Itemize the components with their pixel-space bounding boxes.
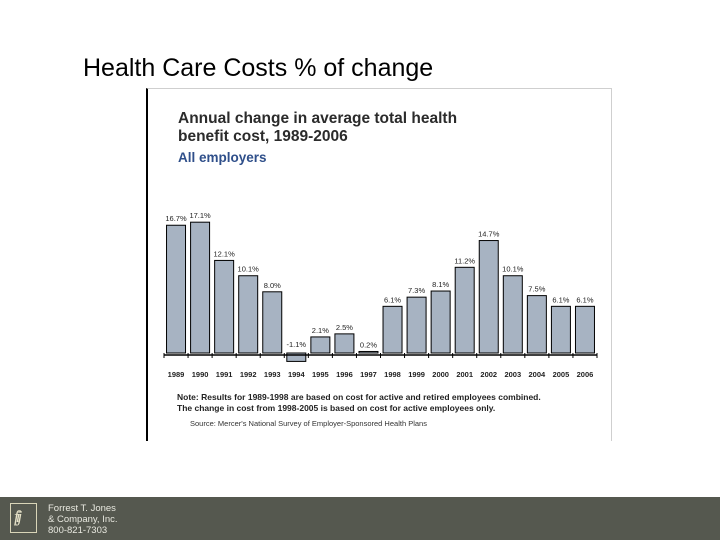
- data-label-1997: 0.2%: [360, 340, 377, 349]
- x-tick-1990: 1990: [192, 370, 209, 379]
- x-tick-2004: 2004: [529, 370, 547, 379]
- x-tick-2006: 2006: [577, 370, 594, 379]
- data-label-2006: 6.1%: [576, 295, 593, 304]
- chart-note: Note: Results for 1989-1998 are based on…: [177, 392, 541, 413]
- x-tick-2005: 2005: [553, 370, 570, 379]
- note-line-2: The change in cost from 1998-2005 is bas…: [177, 402, 496, 413]
- x-tick-1997: 1997: [360, 370, 377, 379]
- footer-bar: [0, 497, 720, 540]
- data-label-1995: 2.1%: [312, 326, 329, 335]
- x-tick-2003: 2003: [504, 370, 521, 379]
- data-label-1999: 7.3%: [408, 286, 425, 295]
- bar-2004: [526, 295, 547, 354]
- data-label-2003: 10.1%: [502, 265, 524, 274]
- slide-title: Health Care Costs % of change: [83, 54, 434, 82]
- x-tick-1994: 1994: [288, 370, 306, 379]
- bar-1999: [406, 296, 427, 354]
- x-tick-1992: 1992: [240, 370, 257, 379]
- data-label-1992: 10.1%: [238, 265, 260, 274]
- data-label-1991: 12.1%: [213, 249, 235, 258]
- data-label-1998: 6.1%: [384, 295, 401, 304]
- logo-monogram: fij: [14, 507, 22, 526]
- company-logo: fij: [10, 503, 37, 533]
- x-tick-2002: 2002: [480, 370, 497, 379]
- data-label-1989: 16.7%: [165, 214, 187, 223]
- chart-title: Annual change in average total health be…: [178, 110, 457, 146]
- data-label-1996: 2.5%: [336, 323, 353, 332]
- x-tick-2000: 2000: [432, 370, 449, 379]
- bar-1992: [238, 275, 259, 354]
- x-tick-1998: 1998: [384, 370, 401, 379]
- data-label-2002: 14.7%: [478, 230, 500, 239]
- x-tick-1995: 1995: [312, 370, 329, 379]
- note-line-1: Note: Results for 1989-1998 are based on…: [177, 392, 541, 402]
- bar-2001: [454, 266, 475, 354]
- bar-1991: [214, 259, 235, 354]
- bar-1994: [286, 352, 307, 362]
- bar-1990: [190, 221, 211, 354]
- chart-title-line-2: benefit cost, 1989-2006: [178, 128, 348, 145]
- x-tick-1989: 1989: [168, 370, 185, 379]
- data-label-2001: 11.2%: [454, 256, 475, 265]
- x-tick-1993: 1993: [264, 370, 281, 379]
- data-label-1993: 8.0%: [264, 281, 281, 290]
- data-label-2000: 8.1%: [432, 280, 449, 289]
- company-name-line-1: Forrest T. Jones: [48, 503, 116, 514]
- data-label-1994: -1.1%: [287, 340, 307, 349]
- x-tick-2001: 2001: [456, 370, 473, 379]
- company-phone: 800-821-7303: [48, 525, 108, 536]
- bar-1995: [310, 336, 331, 354]
- bar-1993: [262, 291, 283, 354]
- company-name-line-2: & Company, Inc.: [48, 514, 118, 525]
- bar-1996: [334, 333, 355, 354]
- bar-1998: [382, 305, 403, 354]
- bar-2005: [550, 305, 571, 354]
- bar-1997: [358, 350, 379, 354]
- bar-2003: [502, 275, 523, 354]
- chart-source: Source: Mercer's National Survey of Empl…: [190, 419, 427, 428]
- data-label-2005: 6.1%: [552, 295, 569, 304]
- x-tick-1999: 1999: [408, 370, 425, 379]
- chart-title-line-1: Annual change in average total health: [178, 110, 458, 127]
- bar-2000: [430, 290, 451, 354]
- bar-2006: [574, 305, 595, 354]
- data-label-1990: 17.1%: [189, 211, 211, 220]
- x-tick-1991: 1991: [216, 370, 233, 379]
- bar-1989: [166, 224, 187, 354]
- company-info: Forrest T. Jones & Company, Inc. 800-821…: [48, 503, 118, 536]
- chart-subtitle: All employers: [178, 150, 267, 165]
- x-tick-1996: 1996: [336, 370, 353, 379]
- bar-2002: [478, 240, 499, 354]
- data-label-2004: 7.5%: [528, 285, 545, 294]
